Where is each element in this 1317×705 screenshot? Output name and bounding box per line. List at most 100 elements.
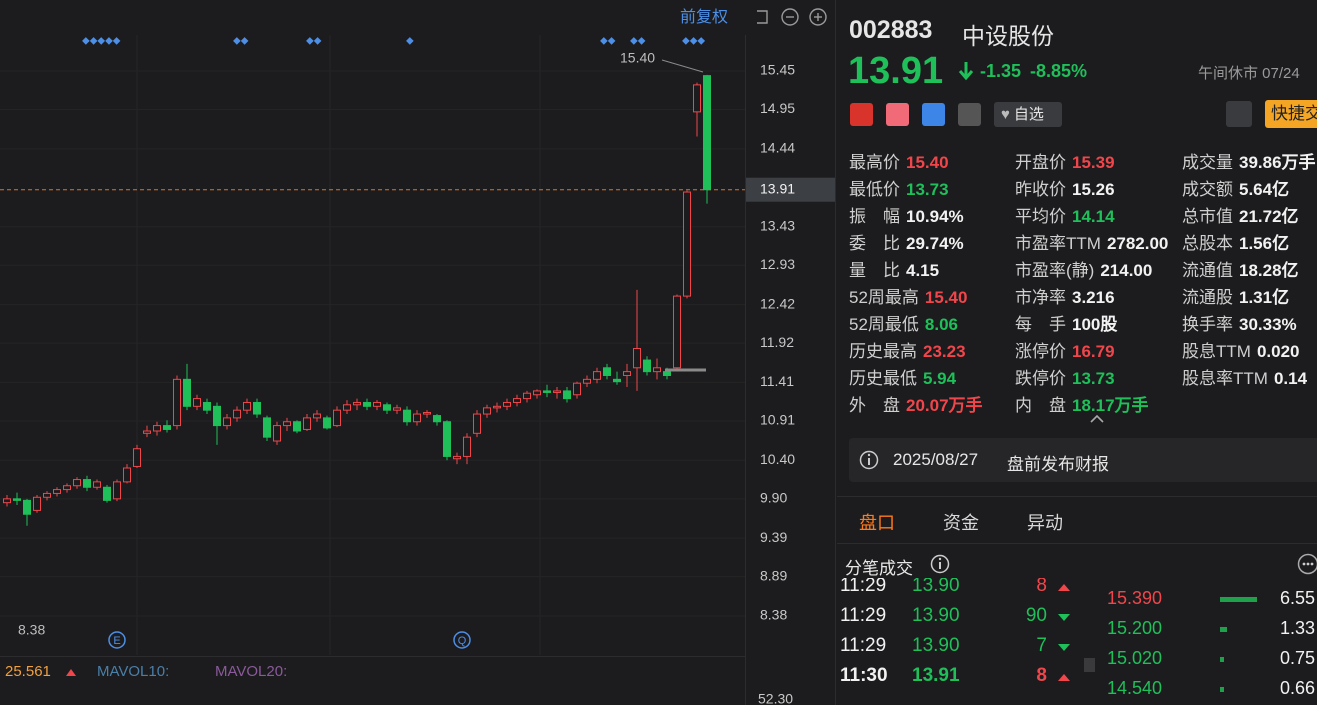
y-tick-label: 11.92: [760, 334, 794, 350]
stat-label: 股息TTM: [1182, 342, 1251, 361]
volume-axis-label: 52.30: [758, 691, 793, 705]
event-label: E: [113, 635, 120, 647]
candle-body: [303, 417, 311, 430]
more-button[interactable]: [1297, 553, 1317, 575]
stat-item: 成交额 5.64亿: [1182, 175, 1289, 200]
stat-item: 历史最高 23.23: [849, 337, 966, 362]
y-tick-label: 10.40: [760, 451, 795, 467]
stat-item: 成交量 39.86万手: [1182, 148, 1316, 173]
stat-item: 昨收价 15.26: [1015, 175, 1115, 200]
zoom-in[interactable]: [809, 8, 827, 26]
tick-volume: 8: [1036, 578, 1047, 596]
notice-date: 2025/08/27: [893, 450, 979, 469]
candle-body: [653, 367, 661, 373]
note-icon[interactable]: [958, 103, 981, 126]
stat-item: 振 幅 10.94%: [849, 202, 964, 227]
price-change-pct: -8.85%: [1030, 61, 1088, 81]
ticks-info-icon[interactable]: [930, 554, 950, 574]
info-icon: [859, 450, 879, 470]
watchlist-label: 自选: [1013, 106, 1044, 123]
candle-body: [463, 436, 471, 457]
stat-item: 市盈率(静) 214.00: [1015, 256, 1152, 281]
event-marker[interactable]: E: [108, 631, 126, 649]
high-pointer: [661, 59, 704, 73]
candle-body: [493, 405, 501, 409]
tick-row: 11:29 13.90 90: [840, 605, 1090, 635]
stat-label: 涨停价: [1015, 342, 1066, 361]
y-tick-label: 8.89: [760, 567, 787, 583]
stat-item: 最低价 13.73: [849, 175, 949, 200]
event-marker[interactable]: Q: [453, 631, 471, 649]
candle-body: [333, 409, 341, 427]
tick-time: 11:30: [840, 665, 888, 686]
watchlist-button[interactable]: ♥ 自选: [994, 102, 1062, 127]
stat-item: 涨停价 16.79: [1015, 337, 1115, 362]
book-row: 15.020 0.75: [1107, 648, 1317, 678]
mavol20: MAVOL20:: [215, 663, 287, 680]
stat-item: 流通股 1.31亿: [1182, 283, 1289, 308]
kline-chart: 前复权 ◆◆◆◆◆ ◆◆ ◆◆ ◆ ◆◆ ◆◆ ◆◆◆ 15.4514.9514.4413…: [0, 0, 836, 705]
quick-trade-button[interactable]: 快捷交: [1265, 100, 1317, 128]
candle-body: [33, 496, 41, 511]
notice-bar[interactable]: 2025/08/27 盘前发布财报: [849, 438, 1317, 482]
stat-item: 股息率TTM 0.14: [1182, 364, 1307, 389]
stat-item: 跌停价 13.73: [1015, 364, 1115, 389]
collapse-icon[interactable]: [1089, 413, 1105, 425]
candle-body: [13, 498, 21, 501]
candle-body: [183, 378, 191, 407]
stat-value: 30.33%: [1239, 315, 1297, 334]
candle-body: [393, 407, 401, 411]
candle-body: [93, 481, 101, 488]
current-price-box: [746, 177, 835, 202]
tick-time: 11:29: [840, 605, 887, 626]
candle-body: [133, 448, 141, 467]
stat-label: 开盘价: [1015, 153, 1066, 172]
candle-body: [243, 401, 251, 411]
stat-label: 流通值: [1182, 261, 1233, 280]
svg-text:◆◆: ◆◆: [233, 36, 249, 47]
tab[interactable]: 异动: [1027, 513, 1063, 533]
candle-body: [143, 430, 151, 434]
stat-label: 委 比: [849, 234, 900, 253]
reset-icon[interactable]: [757, 10, 768, 24]
book-bar: [1220, 597, 1257, 602]
tab[interactable]: 盘口: [859, 513, 895, 533]
stat-item: 总市值 21.72亿: [1182, 202, 1299, 227]
candle-body: [683, 191, 691, 297]
tick-time: 11:29: [840, 578, 887, 596]
candle-body: [413, 413, 421, 423]
stat-value: 100股: [1072, 315, 1118, 334]
tick-price: 13.91: [912, 665, 960, 686]
tick-direction: [1058, 614, 1070, 621]
down-arrow: [958, 62, 974, 81]
svg-text:◆◆◆◆◆: ◆◆◆◆◆: [82, 36, 121, 47]
scroll-thumb[interactable]: [1084, 658, 1095, 672]
book-bar: [1220, 627, 1228, 632]
alert-button[interactable]: [1226, 101, 1252, 127]
tick-direction: [1058, 584, 1070, 591]
candle-body: [523, 392, 531, 400]
stat-item: 外 盘 20.07万手: [849, 391, 983, 416]
adjust-button[interactable]: 前复权: [680, 8, 728, 26]
stat-value: 29.74%: [906, 234, 964, 253]
candle-body: [553, 390, 561, 393]
candle-body: [3, 498, 11, 504]
stat-label: 最低价: [849, 180, 900, 199]
high-annotation: 15.40: [620, 50, 655, 66]
stat-label: 每 手: [1015, 315, 1066, 334]
zoom-out[interactable]: [781, 8, 799, 26]
candle-body: [263, 417, 271, 438]
stat-value: 14.14: [1072, 207, 1115, 226]
stat-value: 4.15: [906, 261, 940, 280]
margin-icon[interactable]: [886, 103, 909, 126]
stat-item: 量 比 4.15: [849, 256, 939, 281]
candle-body: [633, 348, 641, 369]
tab[interactable]: 资金: [943, 513, 979, 533]
tick-volume: 8: [1036, 665, 1047, 686]
stat-value: 39.86万手: [1239, 153, 1316, 172]
stat-item: 总股本 1.56亿: [1182, 229, 1289, 254]
book-volume: 0.66: [1280, 678, 1316, 698]
stat-item: 换手率 30.33%: [1182, 310, 1297, 335]
tag-icon[interactable]: [922, 103, 945, 126]
candle-body: [83, 479, 91, 488]
